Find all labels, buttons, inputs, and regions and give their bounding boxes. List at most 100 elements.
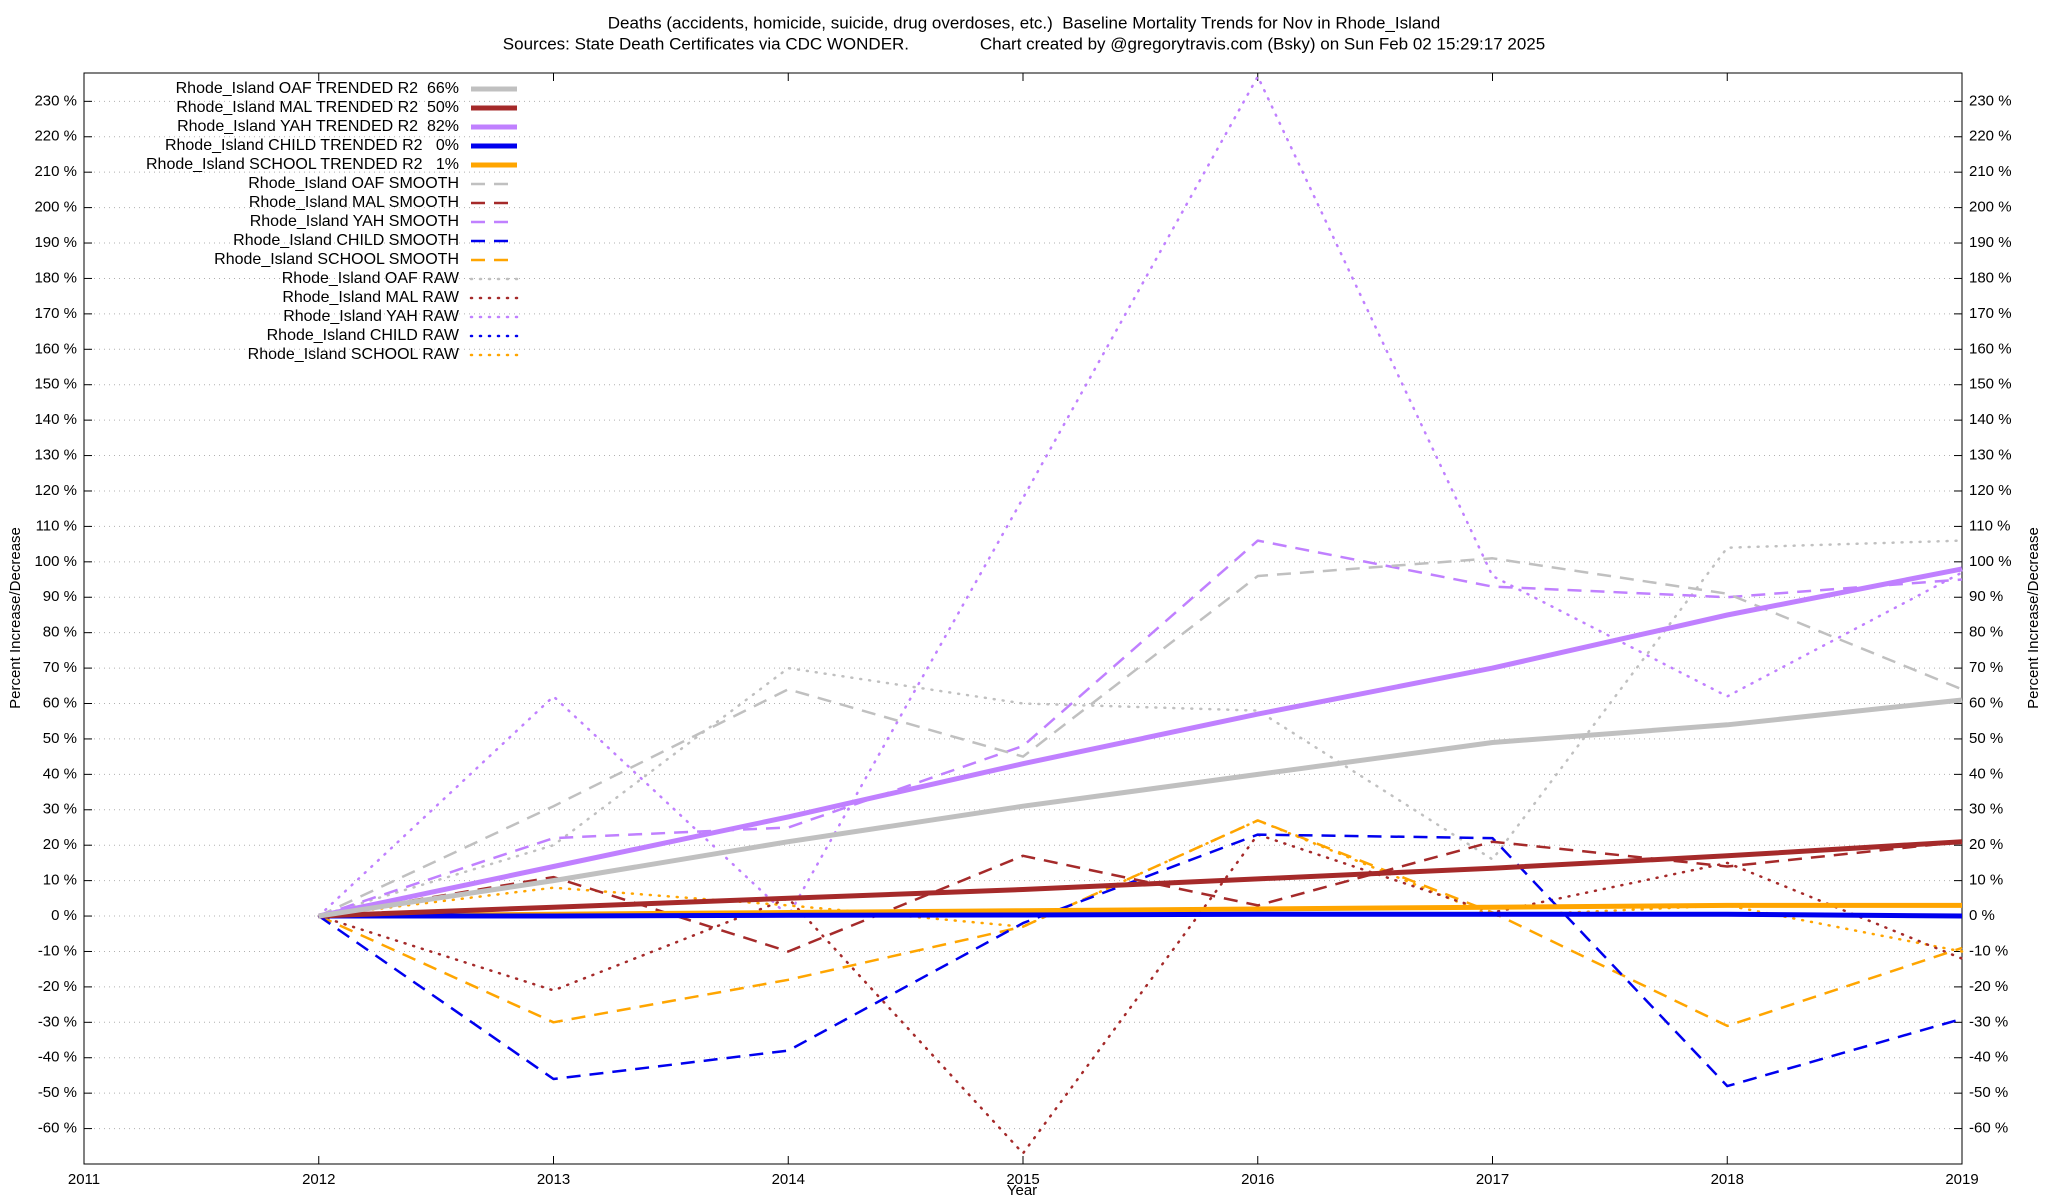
- x-tick-label: 2013: [537, 1171, 570, 1188]
- y-tick-label: 40 %: [43, 765, 77, 782]
- y2-tick-label: 120 %: [1969, 482, 2012, 499]
- legend-label: Rhode_Island SCHOOL TRENDED R2 1%: [146, 156, 459, 173]
- y-tick-label: 140 %: [34, 411, 77, 428]
- x-tick-label: 2016: [1241, 1171, 1274, 1188]
- y2-tick-label: 90 %: [1969, 588, 2003, 605]
- legend-label: Rhode_Island SCHOOL SMOOTH: [214, 251, 459, 268]
- y2-tick-label: -20 %: [1969, 978, 2008, 995]
- series-line: [318, 911, 1963, 919]
- series-line: [318, 566, 1963, 919]
- y2-tick-label: 160 %: [1969, 340, 2012, 357]
- chart-title: Deaths (accidents, homicide, suicide, dr…: [608, 13, 1440, 32]
- y2-tick-label: 60 %: [1969, 694, 2003, 711]
- y2-axis-label: Percent Increase/Decrease: [2025, 527, 2042, 709]
- y-tick-label: 180 %: [34, 269, 77, 286]
- y-axis-label: Percent Increase/Decrease: [7, 527, 24, 709]
- y2-tick-label: 20 %: [1969, 836, 2003, 853]
- y-tick-label: 20 %: [43, 836, 77, 853]
- y2-tick-label: -50 %: [1969, 1084, 2008, 1101]
- plot-frame: [83, 72, 1963, 1165]
- legend-label: Rhode_Island YAH RAW: [283, 308, 460, 325]
- y-tick-label: 90 %: [43, 588, 77, 605]
- y2-tick-label: 130 %: [1969, 447, 2012, 464]
- y-tick-label: 230 %: [34, 92, 77, 109]
- y2-tick-label: 210 %: [1969, 163, 2012, 180]
- x-tick-label: 2014: [772, 1171, 805, 1188]
- y2-tick-label: -40 %: [1969, 1049, 2008, 1066]
- y-tick-label: -50 %: [38, 1084, 77, 1101]
- y-tick-label: 60 %: [43, 694, 77, 711]
- y2-tick-label: 100 %: [1969, 553, 2012, 570]
- y2-tick-label: 80 %: [1969, 624, 2003, 641]
- y-tick-label: -30 %: [38, 1013, 77, 1030]
- x-tick-label: 2012: [302, 1171, 335, 1188]
- series-line: [318, 539, 1963, 918]
- y-tick-label: 0 %: [51, 907, 77, 924]
- legend-label: Rhode_Island CHILD SMOOTH: [233, 232, 459, 249]
- y-tick-label: -20 %: [38, 978, 77, 995]
- series-line: [318, 697, 1963, 919]
- series-line: [318, 833, 1963, 1088]
- y2-tick-label: 70 %: [1969, 659, 2003, 676]
- y-tick-label: 80 %: [43, 624, 77, 641]
- y-tick-label: 130 %: [34, 447, 77, 464]
- y-tick-label: 30 %: [43, 801, 77, 818]
- y-tick-label: 110 %: [36, 517, 77, 534]
- y-tick-label: 210 %: [34, 163, 77, 180]
- y2-tick-label: -10 %: [1969, 942, 2008, 959]
- series-line: [318, 840, 1963, 953]
- y-tick-label: 50 %: [43, 730, 77, 747]
- x-tick-label: 2019: [1945, 1171, 1978, 1188]
- legend-label: Rhode_Island OAF RAW: [282, 270, 460, 287]
- x-tick-label: 2011: [68, 1171, 100, 1188]
- x-tick-label: 2017: [1476, 1171, 1509, 1188]
- legend-label: Rhode_Island MAL RAW: [282, 289, 460, 306]
- y-tick-label: -40 %: [38, 1049, 77, 1066]
- y-tick-label: 150 %: [34, 376, 77, 393]
- legend-label: Rhode_Island CHILD RAW: [267, 327, 460, 344]
- x-axis-label: Year: [1007, 1182, 1037, 1199]
- y-tick-label: -10 %: [38, 942, 77, 959]
- y2-tick-label: 40 %: [1969, 765, 2003, 782]
- y2-tick-label: -30 %: [1969, 1013, 2008, 1030]
- legend-label: Rhode_Island OAF SMOOTH: [248, 175, 459, 192]
- legend-label: Rhode_Island CHILD TRENDED R2 0%: [165, 137, 459, 154]
- y2-tick-label: 30 %: [1969, 801, 2003, 818]
- y-tick-label: 220 %: [34, 128, 77, 145]
- chart-subtitle: Sources: State Death Certificates via CD…: [503, 34, 1545, 53]
- y2-tick-label: 220 %: [1969, 128, 2012, 145]
- y2-tick-label: 0 %: [1969, 907, 1995, 924]
- y2-tick-label: 10 %: [1969, 872, 2003, 889]
- y2-tick-label: 190 %: [1969, 234, 2012, 251]
- x-tick-label: 2015: [1006, 1171, 1039, 1188]
- y2-tick-label: 230 %: [1969, 92, 2012, 109]
- series-line: [317, 833, 1964, 1155]
- y-tick-label: 160 %: [34, 340, 77, 357]
- y2-tick-label: -60 %: [1969, 1120, 2008, 1137]
- legend-label: Rhode_Island OAF TRENDED R2 66%: [176, 80, 459, 97]
- y2-tick-label: 50 %: [1969, 730, 2003, 747]
- legend-label: Rhode_Island YAH SMOOTH: [250, 213, 459, 230]
- y2-tick-label: 170 %: [1969, 305, 2012, 322]
- y2-tick-label: 140 %: [1969, 411, 2012, 428]
- series-line: [318, 839, 1963, 919]
- series-line: [318, 557, 1963, 918]
- x-tick-label: 2018: [1711, 1171, 1744, 1188]
- y-tick-label: 120 %: [34, 482, 77, 499]
- y2-tick-label: 110 %: [1969, 517, 2010, 534]
- y-tick-label: 200 %: [34, 199, 77, 216]
- legend-label: Rhode_Island SCHOOL RAW: [248, 346, 460, 363]
- series-line: [317, 75, 1964, 918]
- legend-label: Rhode_Island MAL SMOOTH: [249, 194, 459, 211]
- y-tick-label: -60 %: [38, 1120, 77, 1137]
- y-tick-label: 10 %: [43, 872, 77, 889]
- y-tick-label: 100 %: [34, 553, 77, 570]
- y-tick-label: 170 %: [34, 305, 77, 322]
- y2-tick-label: 180 %: [1969, 269, 2012, 286]
- y-tick-label: 190 %: [34, 234, 77, 251]
- y2-tick-label: 150 %: [1969, 376, 2012, 393]
- y-tick-label: 70 %: [43, 659, 77, 676]
- legend-label: Rhode_Island YAH TRENDED R2 82%: [177, 118, 459, 135]
